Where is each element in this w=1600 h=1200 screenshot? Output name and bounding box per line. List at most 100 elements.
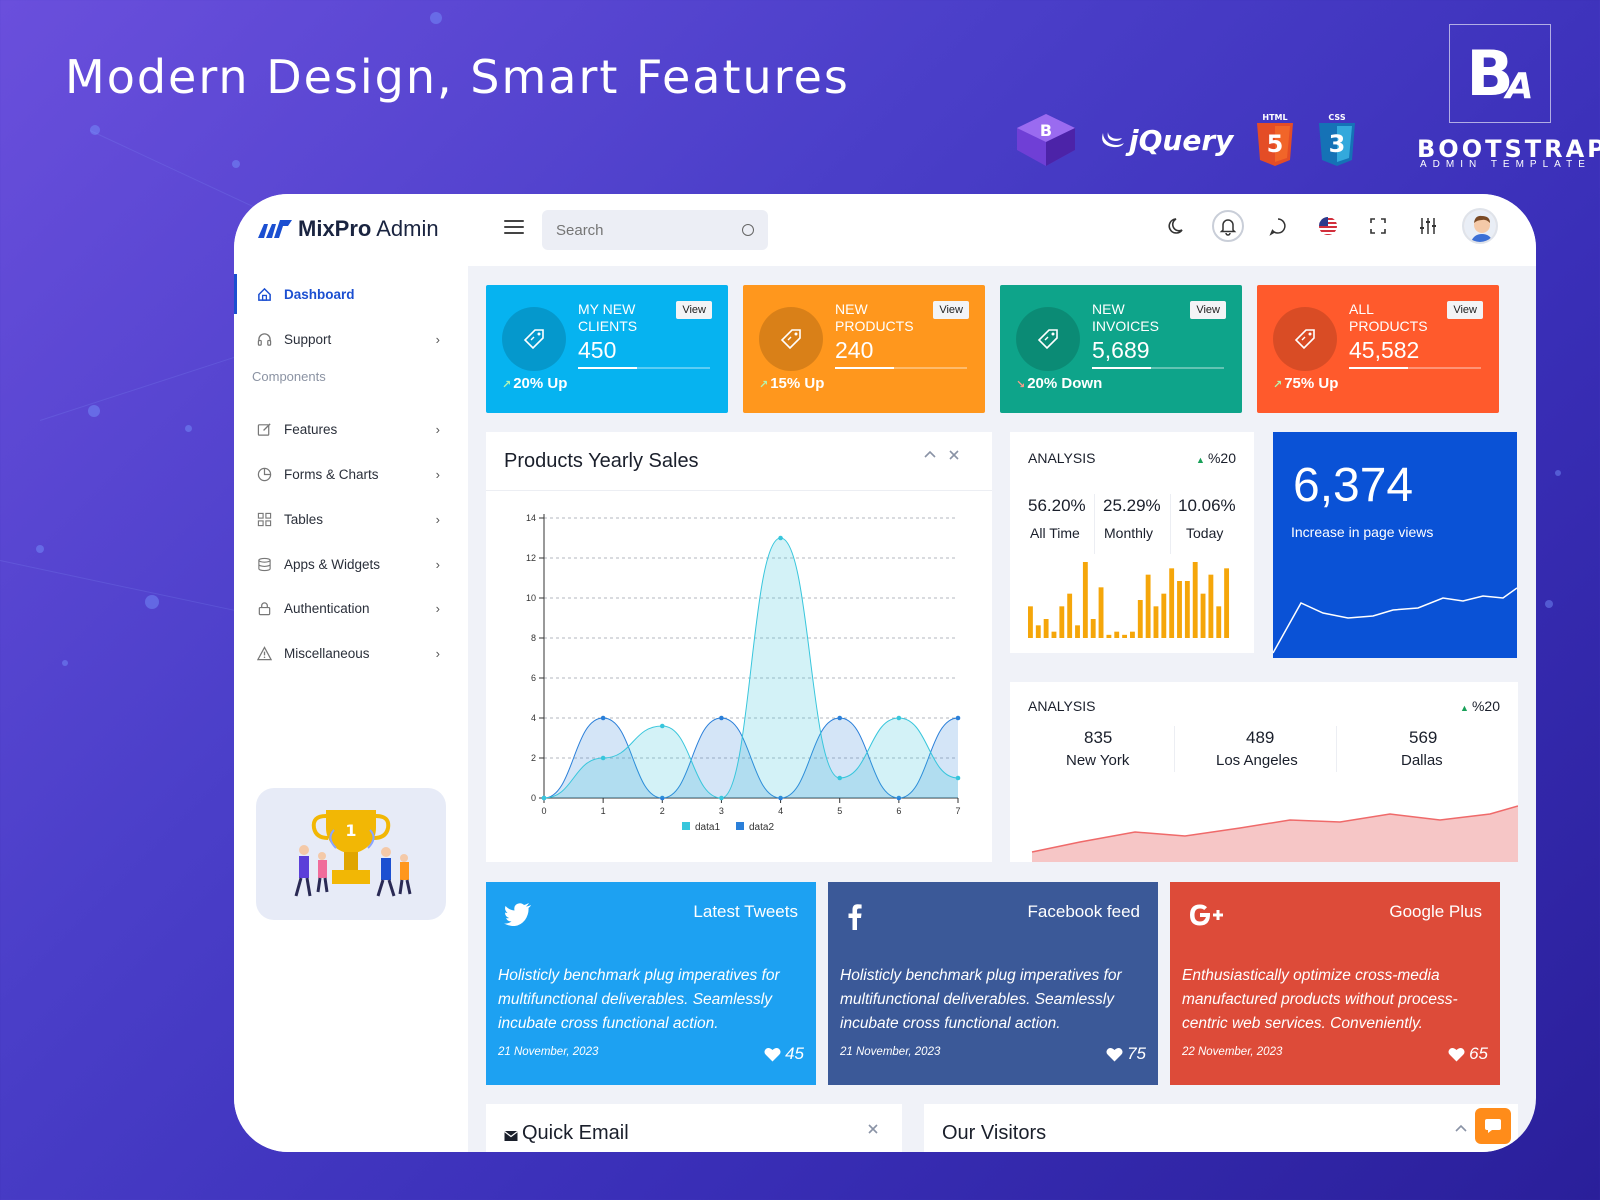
- bg-dot: [145, 595, 159, 609]
- database-icon: [256, 556, 272, 572]
- lock-icon: [256, 600, 272, 616]
- analysis-bar: [1184, 581, 1190, 638]
- brand-word: BOOTSTRAP: [1417, 135, 1600, 163]
- y-tick-label: 14: [526, 513, 536, 523]
- y-tick-label: 12: [526, 553, 536, 563]
- triangle-up-icon: ▲: [1460, 703, 1469, 713]
- collapse-button[interactable]: [923, 448, 937, 467]
- trophy-rank: 1: [345, 821, 356, 840]
- analysis-bar: [1098, 587, 1104, 638]
- stat-card: MY NEW CLIENTS 450 View ↗ 20% Up: [486, 285, 728, 413]
- social-text: Holisticly benchmark plug imperatives fo…: [498, 967, 780, 1032]
- view-button[interactable]: View: [933, 301, 969, 319]
- headset-icon: [256, 331, 272, 347]
- analysis-bar: [1130, 631, 1135, 638]
- analysis-cities-card: ANALYSIS ▲ %20 835 New York 489 Los Angel…: [1010, 682, 1518, 862]
- sidebar-item-tables[interactable]: Tables ›: [234, 499, 468, 539]
- sidebar-item-features[interactable]: Features ›: [234, 409, 468, 449]
- close-icon: [949, 450, 959, 460]
- settings-button[interactable]: [1412, 210, 1444, 242]
- promo-illustration: 1: [256, 788, 446, 920]
- view-button[interactable]: View: [1190, 301, 1226, 319]
- pie-chart-icon: [256, 466, 272, 482]
- chat-fab-button[interactable]: [1475, 1108, 1511, 1144]
- social-icon: [846, 902, 864, 935]
- language-button[interactable]: [1312, 210, 1344, 242]
- divider: [1336, 726, 1337, 772]
- sidebar-item-label: Forms & Charts: [284, 466, 379, 482]
- social-date: 21 November, 2023: [840, 1046, 941, 1058]
- chevron-right-icon: ›: [435, 600, 440, 616]
- avatar-image: [1464, 210, 1496, 242]
- close-icon: [868, 1124, 878, 1134]
- quick-email-card: Quick Email: [486, 1104, 902, 1152]
- stat-card: NEW PRODUCTS 240 View ↗ 15% Up: [743, 285, 985, 413]
- trophy-icon: 1: [294, 810, 412, 897]
- dark-mode-button[interactable]: [1162, 210, 1194, 242]
- messages-button[interactable]: [1262, 210, 1294, 242]
- app-logo[interactable]: MixPro Admin: [258, 216, 439, 242]
- collapse-button[interactable]: [1454, 1122, 1468, 1141]
- y-tick-label: 2: [531, 753, 536, 763]
- search-input[interactable]: [556, 221, 736, 239]
- analysis-pct: ▲ %20: [1196, 450, 1236, 466]
- close-button[interactable]: [866, 1122, 880, 1141]
- stat-progress-bar: [835, 367, 967, 369]
- analysis-label: Monthly: [1104, 525, 1154, 541]
- sidebar-item-apps-widgets[interactable]: Apps & Widgets ›: [234, 544, 468, 584]
- social-likes[interactable]: 65: [1448, 1044, 1488, 1064]
- data-point-data2: [896, 795, 902, 801]
- sidebar-item-support[interactable]: Support ›: [234, 319, 468, 359]
- analysis-card: ANALYSIS ▲ %20 56.20% All Time 25.29% Mon…: [1010, 432, 1254, 653]
- social-likes[interactable]: 75: [1106, 1044, 1146, 1064]
- y-tick-label: 0: [531, 793, 536, 803]
- stat-value: 450: [578, 337, 617, 363]
- bg-dot: [430, 12, 442, 24]
- view-button[interactable]: View: [676, 301, 712, 319]
- google-plus-icon: [1190, 904, 1223, 926]
- sidebar-item-dashboard[interactable]: Dashboard: [234, 274, 468, 314]
- sidebar-item-label: Miscellaneous: [284, 645, 370, 661]
- sidebar-item-authentication[interactable]: Authentication ›: [234, 588, 468, 628]
- sidebar-item-miscellaneous[interactable]: Miscellaneous ›: [234, 633, 468, 673]
- bg-dot: [232, 160, 240, 168]
- chevron-right-icon: ›: [435, 331, 440, 347]
- analysis-bar: [1059, 606, 1065, 638]
- sidebar-item-forms-charts[interactable]: Forms & Charts ›: [234, 454, 468, 494]
- app-window: MixPro Admin: [234, 194, 1536, 1152]
- stat-trend: ↘ 20% Down: [1016, 375, 1102, 392]
- menu-toggle-button[interactable]: [504, 220, 524, 236]
- stat-trend-text: 20% Down: [1027, 375, 1103, 392]
- data-point-data2: [837, 715, 843, 721]
- trend-up-icon: ↗: [502, 379, 512, 391]
- search-icon[interactable]: [742, 224, 754, 236]
- search-box: [542, 210, 768, 250]
- analysis-pct-value: %20: [1207, 450, 1236, 466]
- fullscreen-button[interactable]: [1362, 210, 1394, 242]
- pageviews-value: 6,374: [1293, 459, 1414, 512]
- city-label: Los Angeles: [1216, 752, 1298, 769]
- series-line-data2: [543, 717, 959, 799]
- social-likes[interactable]: 45: [764, 1044, 804, 1064]
- notifications-button[interactable]: [1212, 210, 1244, 242]
- trend-down-icon: ↘: [1016, 379, 1026, 391]
- analysis-bar: [1122, 634, 1128, 638]
- analysis-title: ANALYSIS: [1028, 698, 1096, 714]
- bg-dot: [1555, 470, 1561, 476]
- city-label: Dallas: [1401, 752, 1443, 769]
- triangle-up-icon: ▲: [1196, 455, 1205, 465]
- stat-value: 5,689: [1092, 337, 1150, 363]
- city-count: 835: [1084, 728, 1113, 747]
- analysis-value: 56.20%: [1028, 496, 1086, 515]
- stat-value: 240: [835, 337, 874, 363]
- divider: [1170, 494, 1171, 554]
- city-label: New York: [1066, 752, 1130, 769]
- social-text: Enthusiastically optimize cross-media ma…: [1182, 967, 1458, 1032]
- social-likes-count: 75: [1127, 1044, 1146, 1063]
- user-avatar[interactable]: [1462, 208, 1498, 244]
- view-button[interactable]: View: [1447, 301, 1483, 319]
- bg-dot: [88, 405, 100, 417]
- analysis-pct-value: %20: [1471, 698, 1500, 714]
- stat-icon-circle: [1016, 307, 1080, 371]
- close-button[interactable]: [947, 448, 961, 467]
